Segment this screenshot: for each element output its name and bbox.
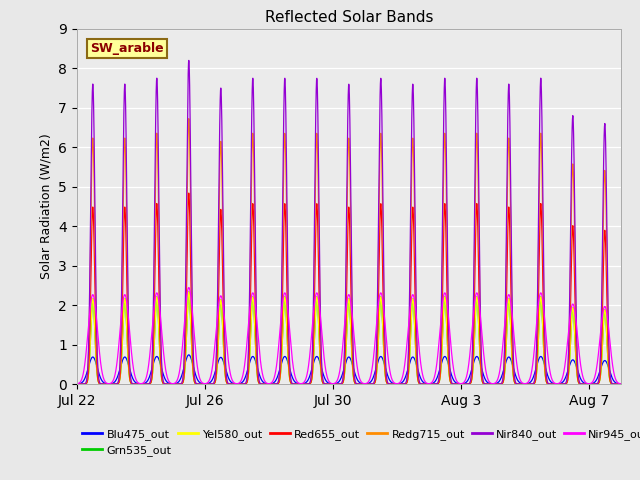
Text: SW_arable: SW_arable [90,42,164,55]
Y-axis label: Solar Radiation (W/m2): Solar Radiation (W/m2) [40,133,52,279]
Title: Reflected Solar Bands: Reflected Solar Bands [264,10,433,25]
Legend: Blu475_out, Grn535_out, Yel580_out, Red655_out, Redg715_out, Nir840_out, Nir945_: Blu475_out, Grn535_out, Yel580_out, Red6… [83,429,640,456]
